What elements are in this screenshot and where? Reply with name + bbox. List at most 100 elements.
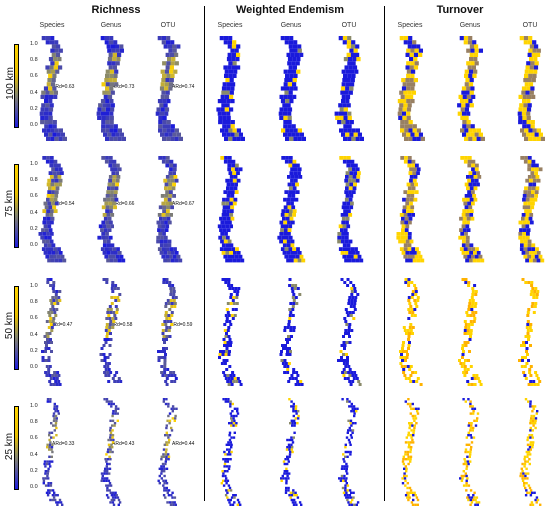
map-cell — [463, 474, 466, 478]
map-cell — [281, 156, 286, 160]
map-cell — [402, 326, 406, 329]
map-cell — [169, 247, 174, 251]
map-cell — [110, 287, 114, 290]
map-cell — [165, 441, 168, 444]
map-cell — [471, 201, 475, 206]
map-cell — [473, 251, 477, 255]
map-cell — [535, 247, 539, 251]
map-cell — [293, 422, 297, 425]
colorbar-tick: 0.4 — [30, 332, 38, 338]
map-cell — [353, 287, 357, 290]
map-cell — [346, 356, 349, 359]
map-cell — [349, 450, 352, 454]
map-cell — [404, 156, 408, 160]
map-cell — [288, 190, 292, 194]
map-cell — [533, 251, 537, 255]
map-cell — [111, 419, 115, 422]
map-cell — [534, 287, 538, 290]
map-cell — [526, 132, 531, 137]
map-cell — [102, 479, 106, 482]
map-cell — [108, 305, 112, 308]
map-cell — [287, 61, 292, 66]
map-cell — [342, 247, 347, 251]
map-cell — [230, 194, 235, 198]
map-cell — [119, 44, 124, 49]
map-cell — [461, 224, 466, 229]
map-cell — [297, 410, 300, 413]
map-cell — [100, 228, 104, 232]
map-cell — [48, 205, 53, 210]
map-cell — [479, 383, 483, 386]
map-cell — [226, 496, 229, 499]
map-cell — [48, 228, 53, 232]
map-cell — [227, 335, 231, 338]
map-cell — [236, 498, 240, 502]
map-cell — [50, 182, 55, 187]
map-cell — [402, 132, 407, 137]
map-cell — [292, 247, 297, 251]
map-cell — [168, 48, 173, 53]
map-cell — [348, 186, 353, 191]
map-cell — [527, 448, 530, 451]
map-cell — [231, 52, 236, 57]
map-cell — [534, 61, 539, 66]
map-cell — [292, 69, 297, 74]
map-cell — [468, 350, 471, 353]
map-cell — [531, 52, 536, 57]
map-cell — [162, 335, 166, 338]
map-cell — [468, 128, 473, 133]
map-cell — [228, 422, 231, 425]
map-cell — [286, 458, 290, 461]
map-cell — [349, 443, 352, 446]
map-cell — [222, 350, 225, 353]
map-cell — [412, 178, 417, 183]
map-cell — [518, 220, 523, 225]
map-cell — [109, 120, 114, 125]
map-cell — [465, 78, 470, 83]
map-cell — [228, 431, 232, 434]
map-cell — [414, 290, 418, 293]
map-cell — [529, 57, 534, 62]
map-cell — [105, 73, 110, 78]
map-cell — [48, 491, 51, 494]
map-cell — [49, 308, 53, 311]
map-cell — [164, 107, 170, 112]
map-cell — [292, 82, 297, 87]
map-cell — [283, 239, 287, 244]
map-cell — [407, 377, 411, 380]
map-cell — [356, 175, 361, 179]
map-cell — [338, 477, 341, 480]
map-cell — [103, 197, 107, 202]
map-cell — [166, 61, 171, 66]
map-cell — [164, 69, 169, 74]
map-cell — [529, 448, 532, 451]
section-divider — [384, 6, 385, 501]
map-cell — [109, 205, 114, 210]
map-cell — [299, 254, 304, 259]
map-cell — [62, 136, 67, 141]
map-cell — [290, 251, 294, 255]
map-cell — [279, 232, 284, 236]
map-cell — [530, 501, 534, 504]
map-cell — [349, 305, 353, 308]
map-cell — [163, 239, 168, 244]
map-cell — [115, 171, 119, 175]
map-cell — [57, 501, 60, 504]
map-cell — [98, 103, 103, 108]
map-cell — [234, 182, 238, 187]
map-cell — [286, 368, 290, 371]
map-cell — [350, 491, 353, 494]
map-cell — [407, 103, 412, 108]
map-cell — [223, 254, 228, 259]
map-cell — [229, 175, 234, 179]
map-cell — [232, 40, 237, 45]
map-cell — [166, 73, 171, 78]
map-cell — [45, 103, 50, 108]
map-cell — [283, 359, 287, 362]
map-cell — [108, 156, 113, 160]
colorbar-tick: 0.6 — [30, 73, 38, 79]
map-cell — [526, 455, 529, 458]
map-cell — [523, 465, 526, 468]
map-cell — [404, 136, 409, 141]
map-cell — [49, 232, 54, 236]
